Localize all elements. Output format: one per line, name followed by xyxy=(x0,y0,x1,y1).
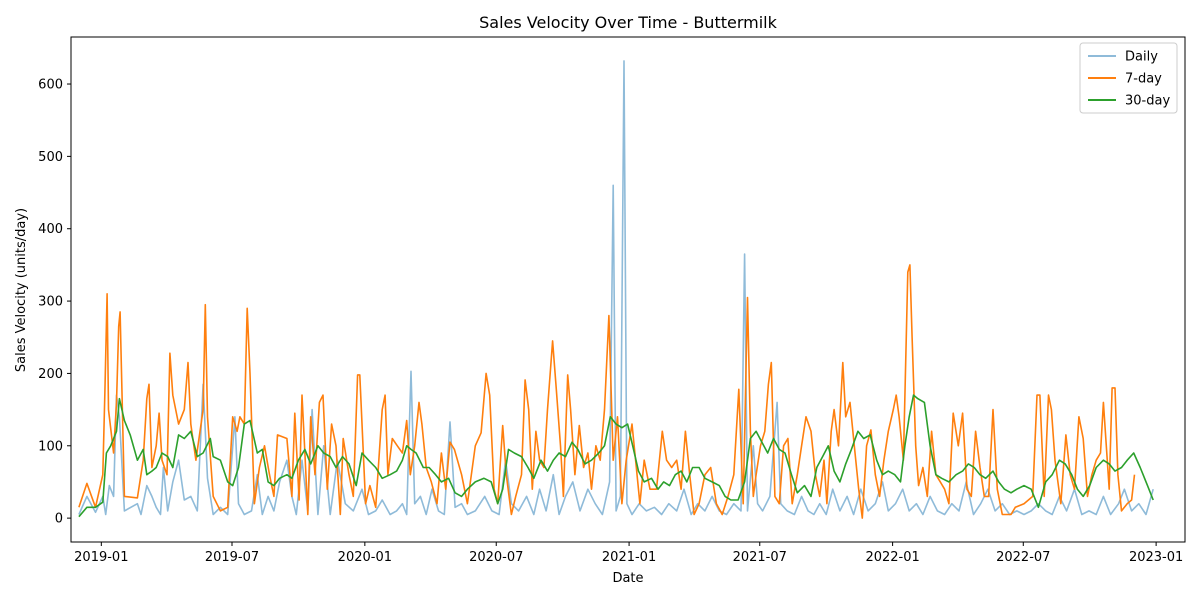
x-tick-label: 2020-07 xyxy=(469,550,523,565)
x-tick-label: 2022-07 xyxy=(996,550,1050,565)
y-tick-label: 300 xyxy=(38,295,63,310)
legend: Daily 7-day 30-day xyxy=(1079,42,1178,114)
plot-area xyxy=(70,36,1186,543)
series-line-1 xyxy=(78,264,1136,519)
legend-label: Daily xyxy=(1125,50,1158,65)
chart-title: Sales Velocity Over Time - Buttermilk xyxy=(479,13,777,32)
legend-label: 7-day xyxy=(1125,72,1162,87)
x-tick-label: 2021-07 xyxy=(733,550,787,565)
y-tick-label: 0 xyxy=(55,512,63,527)
x-tick-label: 2022-01 xyxy=(865,550,919,565)
y-tick-label: 600 xyxy=(38,78,63,93)
x-axis-label: Date xyxy=(612,571,643,586)
y-tick-label: 400 xyxy=(38,222,63,237)
x-tick-label: 2023-01 xyxy=(1129,550,1183,565)
legend-box xyxy=(1079,42,1178,114)
x-tick-label: 2019-01 xyxy=(74,550,128,565)
plot-background xyxy=(71,37,1185,542)
y-tick-label: 200 xyxy=(38,367,63,382)
series-line-0 xyxy=(78,60,1154,516)
y-axis: 0 100 200 300 400 500 600 xyxy=(38,78,71,527)
plot-frame xyxy=(70,36,1186,543)
y-tick-label: 500 xyxy=(38,150,63,165)
legend-label: 30-day xyxy=(1125,94,1170,109)
x-tick-label: 2019-07 xyxy=(205,550,259,565)
series-line-2 xyxy=(78,394,1154,518)
x-tick-label: 2021-01 xyxy=(602,550,656,565)
x-axis: 2019-01 2019-07 2020-01 2020-07 2021-01 2021-… xyxy=(74,542,1183,565)
y-tick-label: 100 xyxy=(38,439,63,454)
x-tick-label: 2020-01 xyxy=(338,550,392,565)
y-axis-label: Sales Velocity (units/day) xyxy=(14,208,29,372)
series-lines xyxy=(78,60,1154,519)
